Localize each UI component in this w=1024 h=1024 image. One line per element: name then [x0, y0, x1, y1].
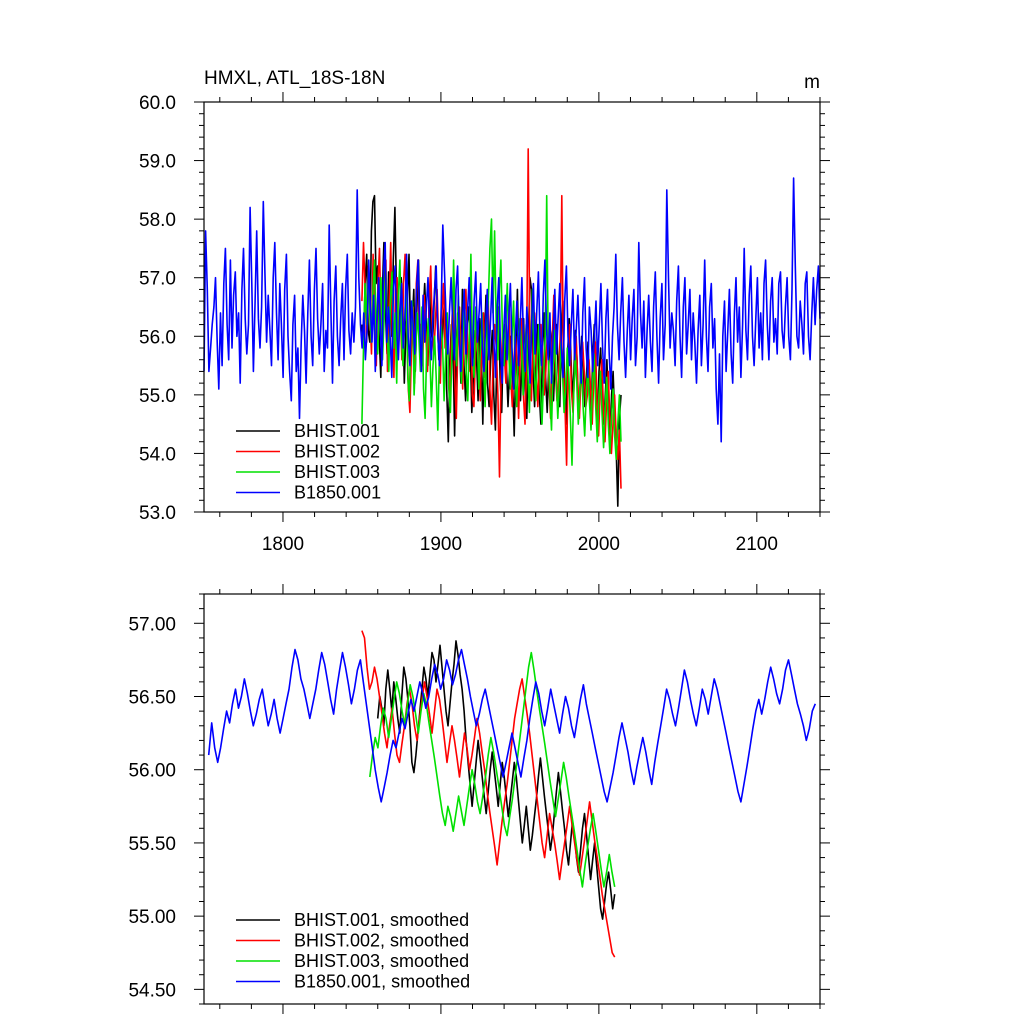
series-line-bhist-002 — [361, 630, 616, 958]
top-chart-units-label: m — [804, 72, 820, 93]
legend-label: BHIST.003, smoothed — [294, 951, 469, 971]
top-chart-title: HMXL, ATL_18S-18N — [204, 68, 385, 89]
legend-label: B1850.001 — [294, 483, 381, 503]
y-tick-label: 53.0 — [139, 503, 176, 524]
top-axes: 1800 1900 2000 2100 53.0 54.0 55.0 56.0 57.0 58.0… — [139, 92, 830, 555]
x-tick-label: 2100 — [736, 534, 778, 555]
y-tick-label: 57.0 — [139, 269, 176, 290]
series-line-b1850-001 — [207, 648, 817, 803]
plot-frame — [203, 101, 821, 513]
legend-label: BHIST.001, smoothed — [294, 910, 469, 930]
y-tick-label: 54.50 — [128, 980, 176, 1001]
bottom-series-group — [207, 630, 817, 958]
bottom-axes: 54.50 55.00 55.50 56.00 56.50 57.00 — [128, 584, 830, 1014]
legend-label: BHIST.002 — [294, 442, 380, 462]
x-tick-label: 1800 — [262, 534, 304, 555]
series-line-bhist-003 — [369, 651, 616, 888]
top-series-group — [203, 148, 821, 507]
series-line-bhist-001 — [376, 640, 616, 920]
y-tick-label: 56.00 — [128, 761, 176, 782]
legend-label: BHIST.002, smoothed — [294, 931, 469, 951]
y-tick-label: 56.50 — [128, 688, 176, 709]
y-tick-label: 57.00 — [128, 614, 176, 635]
y-tick-label: 58.0 — [139, 210, 176, 231]
y-tick-label: 55.50 — [128, 834, 176, 855]
top-panel: HMXL, ATL_18S-18N m 1800 1900 2000 2100 53.0… — [139, 68, 830, 555]
series-line-b1850-001 — [203, 177, 821, 443]
y-tick-label: 56.0 — [139, 327, 176, 348]
x-tick-label: 2000 — [578, 534, 620, 555]
y-tick-label: 59.0 — [139, 152, 176, 173]
y-tick-label: 60.0 — [139, 93, 176, 114]
legend-label: B1850.001, smoothed — [294, 972, 470, 992]
y-tick-label: 55.00 — [128, 907, 176, 928]
series-line-bhist-002 — [361, 148, 622, 489]
y-tick-label: 54.0 — [139, 444, 176, 465]
y-tick-label: 55.0 — [139, 386, 176, 407]
x-tick-label: 1900 — [420, 534, 462, 555]
legend-label: BHIST.001 — [294, 421, 380, 441]
legend-label: BHIST.003 — [294, 462, 380, 482]
bottom-panel: 54.50 55.00 55.50 56.00 56.50 57.00 BHIST.001… — [128, 584, 830, 1014]
